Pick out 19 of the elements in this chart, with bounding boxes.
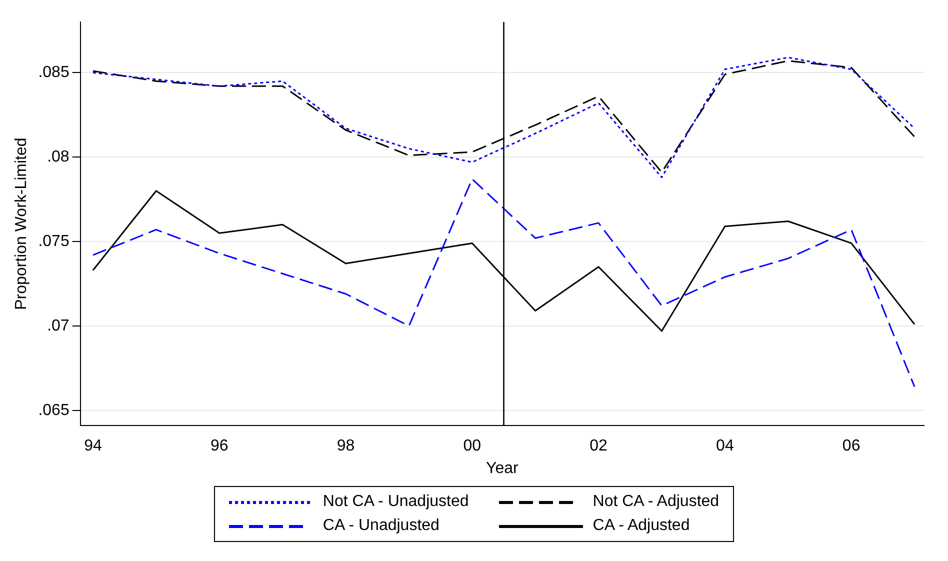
legend-label: Not CA - Adjusted [592,493,720,511]
x-tick-label: 98 [336,438,355,455]
legend-label: CA - Adjusted [592,517,690,535]
x-tick-label: 02 [590,438,608,455]
y-tick-label: .075 [38,232,70,250]
legend-label: Not CA - Unadjusted [322,493,469,511]
x-tick-label: 96 [210,438,228,455]
legend-label: CA - Unadjusted [322,517,440,535]
y-tick-label: .085 [38,64,70,82]
y-tick-label: .07 [47,317,70,334]
x-tick-label: 00 [463,438,482,455]
y-tick-label: .065 [38,402,70,419]
x-axis-title: Year [486,460,520,477]
y-axis-title: Proportion Work-Limited [13,138,30,310]
x-tick-label: 04 [716,438,734,455]
x-tick-label: 06 [842,438,860,455]
x-tick-label: 94 [84,438,102,455]
line-series [92,178,916,388]
y-tick-label: .08 [47,148,70,166]
